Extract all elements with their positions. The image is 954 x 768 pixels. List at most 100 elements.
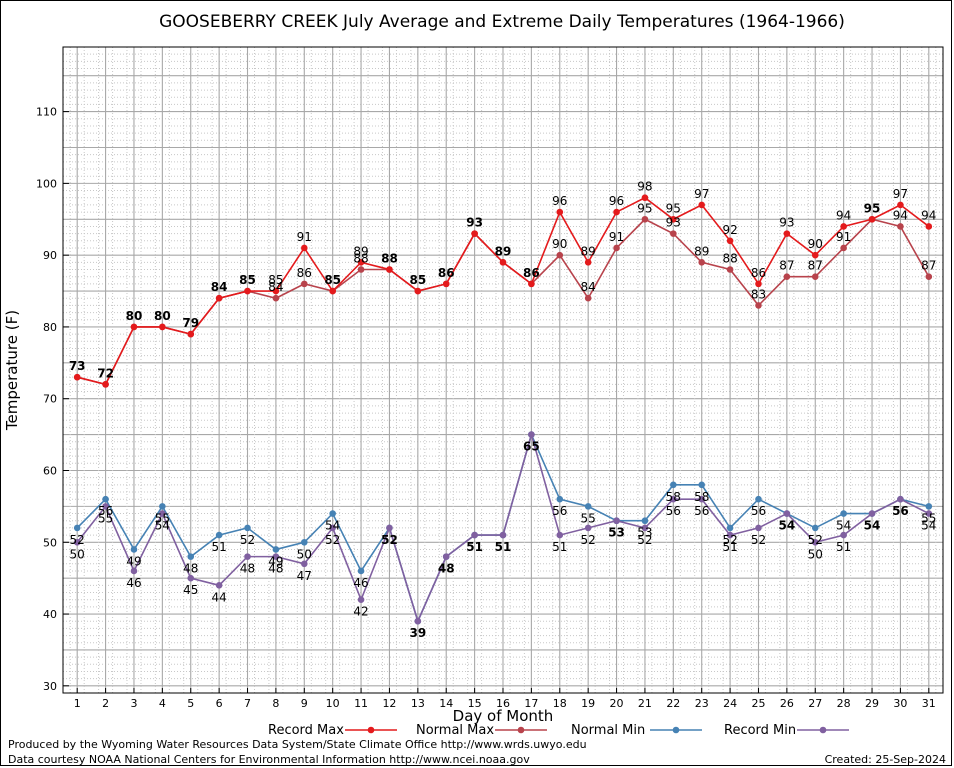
x-tick-label: 28	[837, 697, 851, 710]
normal-max-point	[556, 251, 564, 259]
record-min-point	[272, 553, 280, 560]
normal-max-label: 90	[552, 237, 567, 251]
legend-label-normal-max: Normal Max	[416, 723, 494, 738]
record-min-label: 56	[694, 504, 709, 518]
x-tick-label: 22	[666, 697, 680, 710]
normal-min-label: 55	[581, 511, 596, 525]
record-min-label: 55	[98, 511, 113, 525]
record-max-point	[783, 230, 791, 237]
record-max-point	[442, 280, 450, 288]
data-labels: 7352507256558049468055547948458451448552…	[69, 180, 937, 640]
record-min-point	[471, 531, 478, 539]
normal-max-label: 86	[297, 266, 312, 280]
record-min-point	[329, 524, 336, 532]
record-max-point	[613, 208, 620, 216]
record-max-point	[868, 215, 876, 223]
x-tick-label: 3	[130, 697, 137, 710]
normal-min-label: 54	[325, 519, 340, 533]
record-min-point	[102, 503, 109, 510]
normal-min-label: 53	[637, 526, 652, 540]
normal-max-label: 88	[722, 252, 737, 266]
record-min-label: 50	[70, 547, 85, 561]
record-min-label: 51	[552, 540, 567, 554]
normal-max-label: 89	[694, 244, 709, 258]
legend-marker-record-min	[819, 726, 827, 734]
record-min-point	[300, 560, 308, 568]
normal-max-label: 94	[893, 208, 908, 222]
y-tick-label: 90	[43, 249, 57, 262]
normal-max-label: 87	[808, 259, 823, 273]
legend-marker-normal-min	[672, 726, 680, 734]
max-data-label: 89	[495, 244, 512, 258]
normal-min-point	[130, 546, 138, 553]
record-min-label: 52	[637, 533, 652, 547]
normal-min-label: 55	[921, 511, 936, 525]
legend-label-normal-min: Normal Min	[571, 723, 645, 738]
normal-min-label: 52	[722, 533, 737, 547]
normal-min-label: 52	[808, 533, 823, 547]
footer-producer: Produced by the Wyoming Water Resources …	[8, 738, 587, 751]
record-max-label: 86	[751, 266, 766, 280]
max-data-label: 79	[182, 316, 199, 330]
record-min-label: 50	[808, 547, 823, 561]
normal-max-point	[357, 266, 365, 273]
y-axis-label: Temperature (F)	[3, 310, 21, 431]
max-data-label: 86	[523, 266, 540, 280]
max-data-label: 84	[211, 280, 228, 294]
record-max-point	[102, 381, 109, 388]
min-data-label: 53	[608, 526, 625, 540]
record-max-point	[584, 259, 592, 266]
normal-min-point	[670, 481, 677, 489]
record-min-point	[726, 531, 734, 539]
record-max-point	[726, 237, 734, 245]
record-min-point	[244, 553, 251, 560]
normal-min-label: 58	[666, 490, 681, 504]
record-max-label: 93	[779, 216, 794, 230]
y-tick-label: 110	[36, 106, 57, 119]
x-tick-label: 7	[244, 697, 251, 710]
record-max-label: 98	[637, 180, 652, 194]
x-tick-label: 2	[102, 697, 109, 710]
record-min-point	[840, 531, 847, 539]
normal-max-label: 87	[921, 259, 936, 273]
x-tick-label: 17	[524, 697, 538, 710]
normal-min-point	[925, 503, 933, 510]
x-tick-label: 11	[354, 697, 368, 710]
record-min-label: 52	[325, 533, 340, 547]
record-min-point	[556, 531, 564, 539]
record-max-point	[925, 223, 933, 230]
x-tick-label: 10	[326, 697, 340, 710]
y-tick-label: 50	[43, 536, 57, 549]
record-min-label: 56	[666, 504, 681, 518]
record-min-point	[897, 495, 904, 503]
record-max-point	[187, 330, 195, 338]
normal-min-point	[244, 524, 251, 532]
record-min-label: 52	[581, 533, 596, 547]
min-data-label: 54	[864, 519, 881, 533]
min-data-label: 56	[892, 504, 909, 518]
record-min-point	[698, 495, 706, 503]
record-max-label: 97	[893, 187, 908, 201]
footer-source: Data courtesy NOAA National Centers for …	[8, 753, 530, 766]
record-min-label: 48	[268, 562, 283, 576]
min-data-label: 48	[438, 562, 455, 576]
record-min-point	[584, 524, 592, 532]
normal-min-point	[159, 503, 166, 510]
normal-min-label: 56	[552, 504, 567, 518]
normal-min-point	[102, 495, 109, 503]
record-max-label: 95	[666, 201, 681, 215]
normal-min-label: 56	[98, 504, 113, 518]
record-max-point	[130, 323, 138, 331]
record-max-point	[556, 208, 564, 216]
normal-min-label: 49	[126, 554, 141, 568]
normal-min-label: 54	[836, 519, 851, 533]
normal-min-point	[272, 546, 280, 553]
max-data-label: 85	[324, 273, 341, 287]
x-tick-label: 27	[808, 697, 822, 710]
min-data-label: 54	[779, 519, 796, 533]
record-max-point	[159, 323, 166, 331]
record-max-point	[357, 259, 365, 266]
record-min-label: 52	[751, 533, 766, 547]
record-max-label: 96	[609, 194, 624, 208]
record-max-point	[811, 251, 819, 259]
